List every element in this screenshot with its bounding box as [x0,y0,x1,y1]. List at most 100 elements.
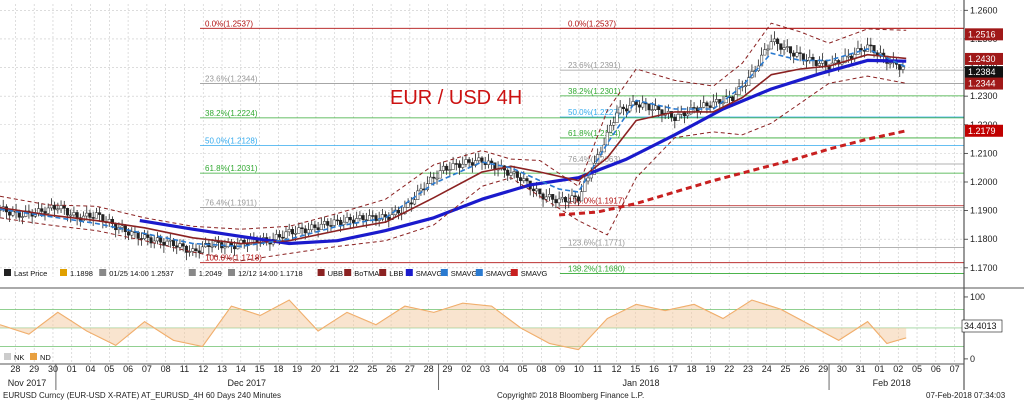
legend-item: 1.1898 [60,269,93,278]
candle-body [454,163,458,165]
indicator-area [0,300,907,350]
price-tag: 1.2344 [965,77,1003,90]
candle-body [547,194,552,198]
candle-body [65,208,70,216]
candle-body [146,234,150,238]
indicator-last-value: 34.4013 [964,321,997,331]
candle-body [647,103,651,111]
candle-body [412,199,417,205]
fib-level-label: 61.8%(1.2031) [205,164,258,173]
legend-label: 1.2049 [199,269,222,278]
x-day-label: 26 [799,364,809,374]
candle-body [570,195,574,202]
x-day-label: 05 [912,364,922,374]
candle-body [130,231,134,236]
legend-label: 1.1898 [70,269,93,278]
fib-level-label: 100.0%(1.1917) [568,197,625,206]
x-day-label: 01 [67,364,77,374]
y-tick-label: 1.2000 [970,177,998,187]
y-tick-label: 1.1700 [970,263,998,273]
candle-body [522,178,526,181]
candle-body [573,195,577,198]
legend-label: SMAVG [521,269,548,278]
legend-label: SMAVG [486,269,513,278]
fib-level-label: 76.4%(1.1911) [205,198,257,207]
candle-body [339,219,343,225]
candle-body [486,160,490,165]
candle-body [515,171,519,178]
candle-body [441,165,445,171]
candle-body [724,96,728,104]
x-day-label: 16 [649,364,659,374]
candle-body [731,96,735,102]
candle-body [342,221,346,225]
candle-body [37,208,41,214]
candle-body [580,191,584,202]
candle-body [689,107,693,115]
candle-body [653,105,658,110]
candle-body [602,144,606,153]
candle-body [290,229,294,235]
fib-level-label: 61.8%(1.2154) [568,129,621,138]
candle-body [451,163,455,170]
candle-body [374,215,378,221]
candle-body [197,250,201,253]
candle-body [210,245,214,248]
x-day-label: 12 [611,364,621,374]
candle-body [801,53,805,61]
legend-label: SMAVG [416,269,443,278]
candle-body [769,41,773,50]
candle-body [139,238,143,240]
candle-body [432,176,436,179]
candle-body [162,241,166,246]
candle-body [72,212,76,216]
x-day-label: 25 [781,364,791,374]
legend-label: UBB [328,269,343,278]
legend-item: UBB [317,269,343,278]
candle-body [175,245,179,248]
candle-body [470,162,474,166]
candle-body [702,102,706,108]
x-day-label: 21 [330,364,340,374]
candle-body [43,211,47,214]
x-day-label: 07 [142,364,152,374]
candle-body [634,101,638,106]
x-day-label: 04 [86,364,96,374]
candle-body [213,241,217,247]
y-tick-label: 1.1800 [970,234,998,244]
candle-body [625,108,629,112]
candle-body [171,239,176,246]
candle-body [310,224,314,231]
candle-body [708,105,712,108]
candle-body [824,60,828,67]
legend-main: Last Price 1.1898 01/25 14:00 1.2537 1.2049… [4,269,547,278]
y-tick-label: 1.2100 [970,148,998,158]
candle-body [833,60,838,64]
candle-body [98,212,102,215]
candle-body [464,159,468,165]
candle-body [567,201,571,203]
candle-body [737,86,741,95]
candle-body [85,212,89,217]
legend-item: LBB [379,269,403,278]
candle-body [509,172,513,176]
candle-body [538,188,542,195]
y-tick-label: 1.2200 [970,120,998,130]
price-tag-label: 1.2384 [968,67,996,77]
candle-body [126,231,131,236]
x-day-label: 06 [123,364,133,374]
candle-body [20,216,25,218]
fib-level-label: 23.6%(1.2344) [205,75,258,84]
candle-body [766,48,770,51]
x-day-label: 10 [574,364,584,374]
candle-body [554,199,558,204]
candle-body [798,52,802,54]
candle-body [348,216,352,221]
candle-body [747,77,751,86]
candle-body [294,233,298,235]
legend-item: SMAVG [475,269,513,278]
candle-body [371,215,375,217]
candle-body [898,64,902,70]
candle-body [149,237,153,244]
